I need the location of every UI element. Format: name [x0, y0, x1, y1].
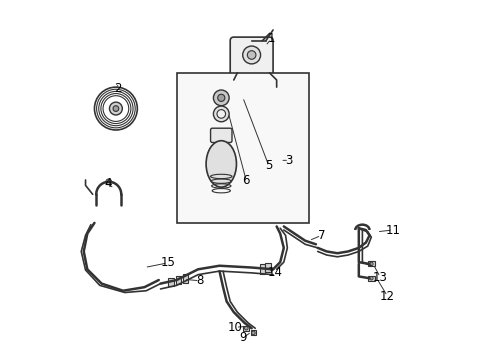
FancyBboxPatch shape [230, 37, 272, 76]
Text: 3: 3 [285, 154, 292, 167]
Bar [168, 278, 174, 286]
Text: 4: 4 [104, 177, 112, 190]
Text: 15: 15 [160, 256, 175, 269]
Bar [264, 262, 270, 272]
Circle shape [369, 262, 372, 266]
Text: 10: 10 [228, 321, 243, 334]
Text: 5: 5 [264, 159, 272, 172]
Text: 6: 6 [242, 174, 249, 187]
Bar [250, 330, 256, 336]
Bar [183, 274, 188, 283]
Text: 7: 7 [317, 229, 325, 242]
Circle shape [223, 96, 227, 100]
Circle shape [244, 327, 247, 330]
Text: 2: 2 [114, 82, 121, 95]
Circle shape [222, 98, 226, 103]
Circle shape [215, 97, 219, 101]
Ellipse shape [205, 141, 236, 187]
Text: 1: 1 [267, 32, 274, 45]
Bar [243, 326, 248, 331]
Circle shape [247, 51, 255, 59]
Circle shape [220, 92, 224, 96]
Circle shape [217, 110, 225, 118]
Circle shape [217, 93, 221, 96]
Circle shape [213, 90, 229, 106]
Circle shape [213, 106, 229, 122]
Text: 14: 14 [267, 266, 282, 279]
Circle shape [113, 106, 119, 111]
Circle shape [106, 179, 111, 185]
Circle shape [242, 46, 260, 64]
Text: 13: 13 [372, 271, 387, 284]
Circle shape [215, 94, 219, 99]
Text: 12: 12 [379, 289, 394, 303]
Circle shape [369, 276, 372, 280]
Bar [176, 73, 308, 223]
Circle shape [109, 102, 122, 115]
Circle shape [217, 94, 224, 102]
Bar [259, 264, 264, 274]
Circle shape [217, 99, 221, 103]
Bar [367, 261, 374, 266]
Bar [367, 276, 374, 281]
Bar [175, 276, 181, 284]
Circle shape [220, 99, 224, 104]
Text: 9: 9 [239, 332, 246, 345]
Text: 11: 11 [385, 224, 400, 237]
Circle shape [251, 331, 255, 335]
Circle shape [222, 93, 226, 98]
FancyBboxPatch shape [210, 128, 231, 143]
Text: 8: 8 [196, 274, 203, 287]
